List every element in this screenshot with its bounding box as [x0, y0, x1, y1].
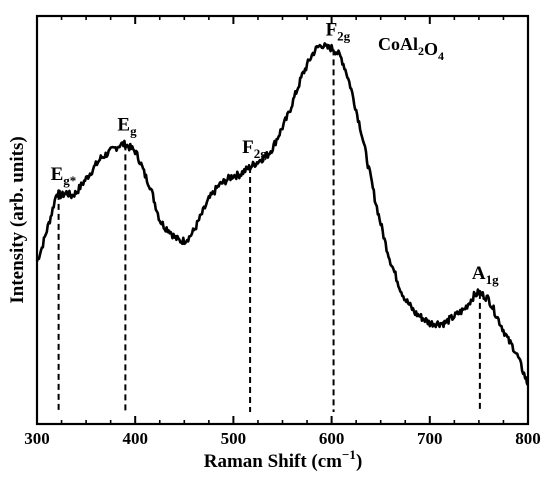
peak-label-main: E — [51, 164, 64, 185]
peak-label-main: F — [242, 137, 254, 158]
series-label-text: O — [424, 39, 438, 59]
x-tick-label: 300 — [24, 429, 50, 448]
series-label: CoAl2O4 — [378, 34, 444, 63]
y-axis-title: Intensity (arb. units) — [7, 136, 28, 303]
peak-label-main: E — [117, 114, 130, 135]
x-tick-label: 800 — [515, 429, 541, 448]
peak-label: Eg — [117, 114, 137, 138]
x-axis-title-sup: −1 — [342, 447, 356, 462]
peak-label-sub: 1g — [486, 272, 500, 287]
x-tick-label: 600 — [319, 429, 345, 448]
peak-label: F2g — [242, 137, 267, 161]
x-tick-label: 700 — [417, 429, 443, 448]
peak-label: Eg* — [51, 164, 77, 188]
x-axis-title-end: ) — [356, 451, 362, 472]
peak-label-sub: g* — [63, 173, 76, 188]
peak-label-main: F — [326, 19, 338, 40]
peak-marker-layer — [57, 49, 481, 412]
spectrum-line — [35, 42, 530, 386]
peak-label: F2g — [326, 19, 351, 43]
series-label-sub: 4 — [438, 49, 444, 63]
plot-frame — [35, 14, 530, 426]
x-tick-label: 500 — [221, 429, 247, 448]
x-axis-title-text: Raman Shift (cm — [204, 451, 342, 472]
peak-label: A1g — [472, 263, 499, 287]
peak-label-sub: 2g — [337, 28, 351, 43]
peak-label-sub: 2g — [254, 146, 268, 161]
peak-label-sub: g — [130, 123, 137, 138]
peak-label-main: A — [472, 263, 486, 284]
x-axis-title: Raman Shift (cm−1) — [204, 447, 363, 472]
x-tick-label: 400 — [122, 429, 148, 448]
series-label-text: CoAl — [378, 34, 418, 54]
series-label-sub: 2 — [418, 44, 424, 58]
tick-layer: 300 400 500 600 700 800 — [24, 16, 541, 448]
